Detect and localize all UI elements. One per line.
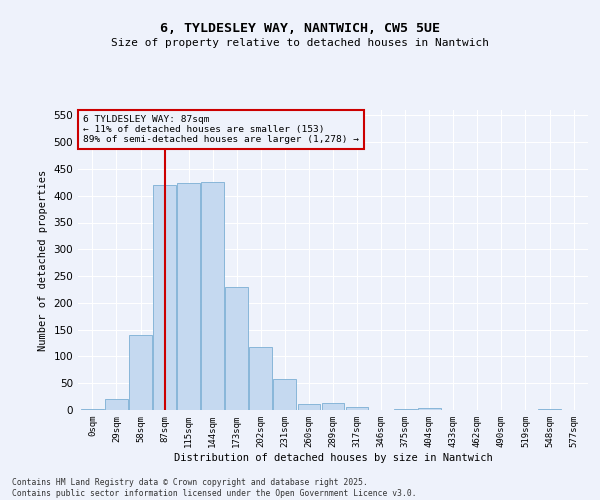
Bar: [250, 348, 272, 410]
Bar: [226, 287, 248, 410]
X-axis label: Distribution of detached houses by size in Nantwich: Distribution of detached houses by size …: [173, 452, 493, 462]
Bar: [322, 402, 344, 410]
Bar: [129, 335, 152, 410]
Bar: [418, 408, 440, 410]
Text: 6 TYLDESLEY WAY: 87sqm
← 11% of detached houses are smaller (153)
89% of semi-de: 6 TYLDESLEY WAY: 87sqm ← 11% of detached…: [83, 114, 359, 144]
Y-axis label: Number of detached properties: Number of detached properties: [38, 170, 48, 350]
Bar: [177, 184, 200, 410]
Text: Size of property relative to detached houses in Nantwich: Size of property relative to detached ho…: [111, 38, 489, 48]
Bar: [298, 404, 320, 410]
Bar: [538, 409, 561, 410]
Bar: [201, 182, 224, 410]
Text: Contains HM Land Registry data © Crown copyright and database right 2025.
Contai: Contains HM Land Registry data © Crown c…: [12, 478, 416, 498]
Bar: [153, 185, 176, 410]
Bar: [346, 407, 368, 410]
Text: 6, TYLDESLEY WAY, NANTWICH, CW5 5UE: 6, TYLDESLEY WAY, NANTWICH, CW5 5UE: [160, 22, 440, 36]
Bar: [105, 400, 128, 410]
Bar: [274, 379, 296, 410]
Bar: [81, 409, 104, 410]
